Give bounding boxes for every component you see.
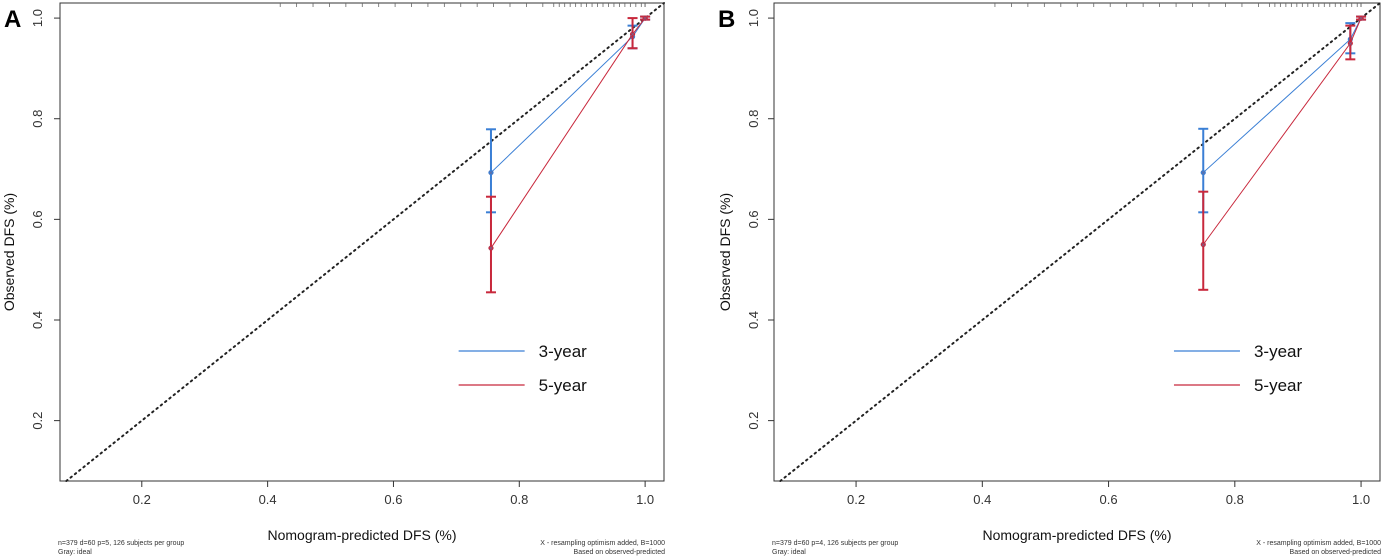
rug-ticks [279,3,646,7]
x-axis-title: Nomogram-predicted DFS (%) [982,527,1171,543]
data-point-3-year [488,169,494,176]
panel-a: 0.2 0.4 0.6 0.8 1.0 0.2 0.4 0.6 0.8 1.0 Nomogram-p… [1,2,666,556]
optimism-marker: × [630,30,635,39]
x-tick-label: 0.4 [973,492,991,507]
optimism-marker: × [643,14,648,23]
data-point-3-year [1200,169,1206,176]
optimism-marker: × [1201,241,1206,250]
panel-b: 0.2 0.4 0.6 0.8 1.0 0.2 0.4 0.6 0.8 1.0 Nomogram-p… [717,2,1382,556]
x-tick-label: 0.4 [259,492,277,507]
y-axis-title: Observed DFS (%) [1,193,17,311]
x-tick-label: 1.0 [1352,492,1370,507]
panel-label: A [4,6,21,33]
error-bar-5-year [1198,190,1209,291]
optimism-marker: × [1359,14,1364,23]
x-tick-label: 0.6 [384,492,402,507]
legend-label: 5-year [1254,376,1303,395]
series-line-5-year [490,17,646,249]
x-tick-label: 0.2 [133,492,151,507]
data-point-5-year [1358,15,1364,21]
series-line-3-year [1202,17,1362,173]
footnote-right: X - resampling optimism added, B=1000 [540,540,665,547]
y-tick-label: 0.6 [30,210,45,228]
y-axis-title: Observed DFS (%) [717,193,733,311]
y-tick-label: 0.2 [746,412,761,430]
y-tick-label: 0.8 [30,110,45,128]
panel-label: B [718,6,735,33]
data-point-5-year [629,31,636,37]
ideal-line [779,2,1381,482]
x-tick-label: 0.2 [847,492,865,507]
data-point-5-year [488,245,494,251]
x-tick-label: 0.8 [1226,492,1244,507]
data-point-5-year [642,15,648,21]
x-tick-label: 1.0 [636,492,654,507]
y-tick-label: 0.4 [30,311,45,329]
legend-label: 3-year [539,342,588,361]
rug-ticks [994,3,1362,7]
footnote-right: X - resampling optimism added, B=1000 [1256,540,1381,547]
y-tick-label: 0.8 [746,110,761,128]
footnote-right: Based on observed-predicted [574,549,666,556]
footnote-right: Based on observed-predicted [1290,549,1382,556]
series-line-3-year [490,17,646,173]
footnote-left: n=379 d=60 p=5, 126 subjects per group [58,540,184,547]
optimism-marker: × [1201,169,1206,178]
data-point-5-year [1200,241,1206,248]
footnote-left: Gray: ideal [772,549,806,556]
x-axis-title: Nomogram-predicted DFS (%) [267,527,456,543]
legend-label: 3-year [1254,342,1303,361]
footnote-left: Gray: ideal [58,549,92,556]
data-point-5-year [1347,40,1353,46]
y-tick-label: 0.4 [746,311,761,329]
optimism-marker: × [489,169,494,178]
x-tick-label: 0.6 [1100,492,1118,507]
error-bar-5-year [485,195,496,294]
x-tick-label: 0.8 [510,492,528,507]
optimism-marker: × [489,244,494,253]
footnote-left: n=379 d=60 p=4, 126 subjects per group [772,540,898,547]
legend-label: 5-year [539,376,588,395]
y-tick-label: 1.0 [746,9,761,27]
y-tick-label: 1.0 [30,9,45,27]
series-line-5-year [1202,17,1362,245]
y-tick-label: 0.2 [30,412,45,430]
y-tick-label: 0.6 [746,210,761,228]
ideal-line [65,2,665,482]
optimism-marker: × [1348,39,1353,48]
